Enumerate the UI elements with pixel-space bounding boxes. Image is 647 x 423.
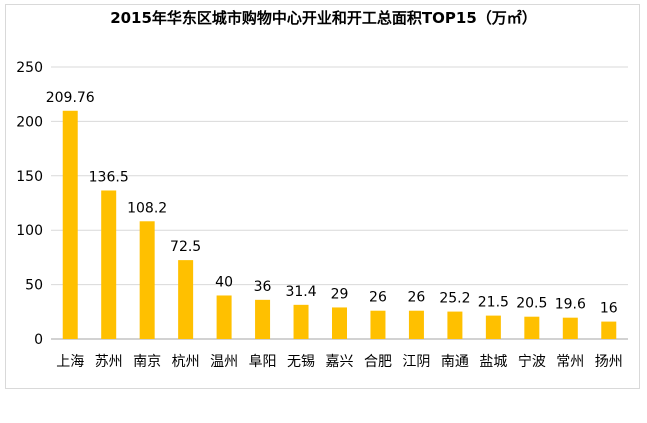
x-tick-label: 阜阳 [249, 353, 277, 370]
y-tick-label: 250 [16, 60, 43, 76]
data-label: 108.2 [127, 200, 167, 216]
bar [447, 311, 463, 339]
bar [524, 316, 540, 339]
data-label: 26 [408, 290, 426, 306]
y-tick-label: 100 [16, 223, 43, 239]
chart-title: 2015年华东区城市购物中心开业和开工总面积TOP15（万㎡） [110, 9, 537, 27]
x-tick-label: 南通 [441, 354, 469, 370]
x-tick-label: 杭州 [172, 354, 200, 370]
bar [370, 310, 386, 339]
x-tick-label: 无锡 [287, 354, 315, 370]
x-tick-label: 江阴 [402, 354, 430, 370]
bar [408, 310, 424, 339]
bar [601, 321, 617, 339]
bar [101, 190, 117, 339]
bar [62, 110, 78, 339]
x-tick-label: 苏州 [95, 354, 123, 370]
data-label: 136.5 [89, 169, 129, 185]
x-tick-label: 温州 [210, 354, 238, 370]
data-label: 29 [331, 286, 349, 302]
x-tick-label: 扬州 [595, 354, 623, 370]
data-label: 16 [600, 301, 618, 317]
x-tick-label: 南京 [133, 354, 161, 370]
data-label: 20.5 [516, 296, 547, 312]
x-tick-label: 上海 [56, 354, 84, 370]
data-label: 36 [254, 279, 272, 295]
y-tick-label: 0 [34, 332, 43, 348]
x-tick-label: 嘉兴 [326, 354, 354, 370]
data-label: 209.76 [46, 90, 95, 106]
bar [562, 317, 578, 339]
data-label: 21.5 [478, 295, 509, 311]
bar [178, 260, 194, 339]
data-label: 31.4 [285, 284, 316, 300]
x-tick-label: 盐城 [479, 354, 507, 370]
data-label: 26 [369, 290, 387, 306]
bar [139, 221, 155, 339]
bar [255, 299, 271, 339]
bar [293, 304, 309, 339]
data-label: 25.2 [439, 291, 470, 307]
data-label: 72.5 [170, 239, 201, 255]
x-tick-label: 宁波 [518, 353, 546, 370]
bar [485, 315, 501, 339]
y-tick-label: 150 [16, 169, 43, 185]
x-tick-label: 合肥 [364, 354, 392, 370]
data-label: 40 [215, 274, 233, 290]
data-label: 19.6 [555, 297, 586, 313]
x-tick-label: 常州 [556, 354, 584, 370]
bar [216, 295, 232, 339]
y-tick-label: 200 [16, 114, 43, 130]
y-tick-label: 50 [25, 278, 43, 294]
bar [332, 307, 347, 339]
